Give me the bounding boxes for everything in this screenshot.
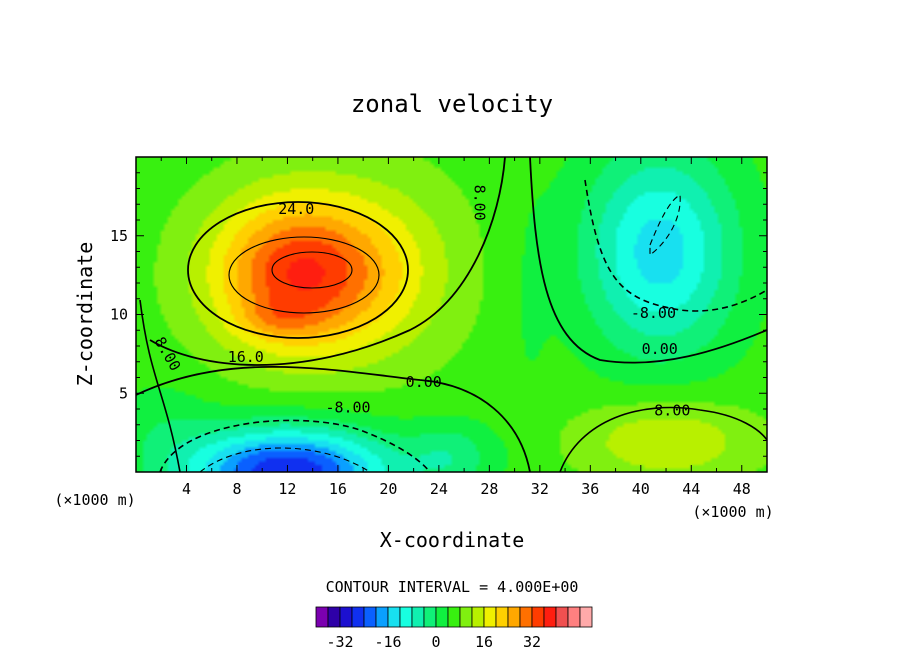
y-tick-label: 15 <box>110 227 128 245</box>
colorbar <box>315 606 593 628</box>
contour-line <box>559 406 767 472</box>
contour-line <box>271 251 353 289</box>
y-axis-ticks: 5 10 15 <box>110 172 767 457</box>
x-tick-label: 16 <box>329 480 347 498</box>
x-unit-right: (×1000 m) <box>692 503 773 521</box>
colorbar-swatch <box>327 606 341 628</box>
x-axis-ticks: 4 8 12 16 20 24 28 32 36 40 44 48 <box>160 157 751 498</box>
contour-label: 16.0 <box>228 348 264 366</box>
x-tick-label: 48 <box>733 480 751 498</box>
colorbar-swatch <box>315 606 329 628</box>
x-tick-label: 20 <box>379 480 397 498</box>
contour-lines <box>136 157 767 472</box>
contour-interval-text: CONTOUR INTERVAL = 4.000E+00 <box>326 578 579 596</box>
contour-field-image <box>136 157 767 472</box>
colorbar-swatch <box>507 606 521 628</box>
colorbar-swatch <box>387 606 401 628</box>
colorbar-swatch <box>579 606 593 628</box>
colorbar-tick-label: 0 <box>431 633 440 651</box>
contour-line <box>136 365 531 472</box>
contour-line <box>584 179 767 312</box>
x-tick-label: 12 <box>278 480 296 498</box>
colorbar-swatch <box>435 606 449 628</box>
colorbar-swatch <box>543 606 557 628</box>
x-tick-label: 40 <box>632 480 650 498</box>
colorbar-swatch <box>411 606 425 628</box>
plot-area: 24.016.08.008.000.00-8.00-8.000.008.00 4… <box>110 156 768 498</box>
contour-label: 8.00 <box>654 402 690 420</box>
colorbar-tick-label: -16 <box>374 633 401 651</box>
colorbar-tick-label: -32 <box>326 633 353 651</box>
colorbar-tick-label: 16 <box>475 633 493 651</box>
contour-line <box>149 157 506 366</box>
x-tick-label: 24 <box>430 480 448 498</box>
contour-label: 0.00 <box>642 340 678 358</box>
colorbar-swatch <box>339 606 353 628</box>
x-tick-label: 44 <box>682 480 700 498</box>
x-unit-left: (×1000 m) <box>54 491 135 509</box>
y-tick-label: 5 <box>119 384 128 402</box>
contour-label: -8.00 <box>325 398 370 416</box>
colorbar-swatch <box>555 606 569 628</box>
colorbar-swatch <box>459 606 473 628</box>
contour-label: 24.0 <box>278 200 314 218</box>
x-tick-label: 32 <box>531 480 549 498</box>
contour-fill: 24.016.08.008.000.00-8.00-8.000.008.00 <box>136 157 767 472</box>
y-tick-label: 10 <box>110 306 128 324</box>
colorbar-swatch <box>399 606 413 628</box>
x-tick-label: 4 <box>182 480 191 498</box>
contour-line <box>187 201 409 339</box>
chart-title: zonal velocity <box>351 90 553 118</box>
contour-line <box>139 299 181 472</box>
x-tick-label: 8 <box>232 480 241 498</box>
colorbar-tick-labels: -32 -16 0 16 32 <box>326 633 541 651</box>
colorbar-swatch <box>495 606 509 628</box>
contour-label: -8.00 <box>631 304 676 322</box>
contour-labels: 24.016.08.008.000.00-8.00-8.000.008.00 <box>151 185 691 420</box>
x-tick-label: 36 <box>581 480 599 498</box>
colorbar-swatch <box>351 606 365 628</box>
colorbar-swatch <box>483 606 497 628</box>
colorbar-swatch <box>363 606 377 628</box>
contour-line <box>529 157 767 364</box>
x-axis-label: X-coordinate <box>380 528 525 552</box>
colorbar-swatch <box>519 606 533 628</box>
colorbar-swatch <box>423 606 437 628</box>
colorbar-swatch <box>375 606 389 628</box>
x-tick-label: 28 <box>480 480 498 498</box>
contour-line <box>159 419 431 472</box>
colorbar-swatch <box>471 606 485 628</box>
contour-label: 8.00 <box>470 185 488 221</box>
colorbar-swatch <box>447 606 461 628</box>
contour-line <box>649 194 681 257</box>
contour-line <box>228 236 380 314</box>
colorbar-swatch <box>567 606 581 628</box>
colorbar-swatch <box>531 606 545 628</box>
contour-label: 0.00 <box>406 373 442 391</box>
colorbar-tick-label: 32 <box>523 633 541 651</box>
y-axis-label: Z-coordinate <box>73 242 97 387</box>
